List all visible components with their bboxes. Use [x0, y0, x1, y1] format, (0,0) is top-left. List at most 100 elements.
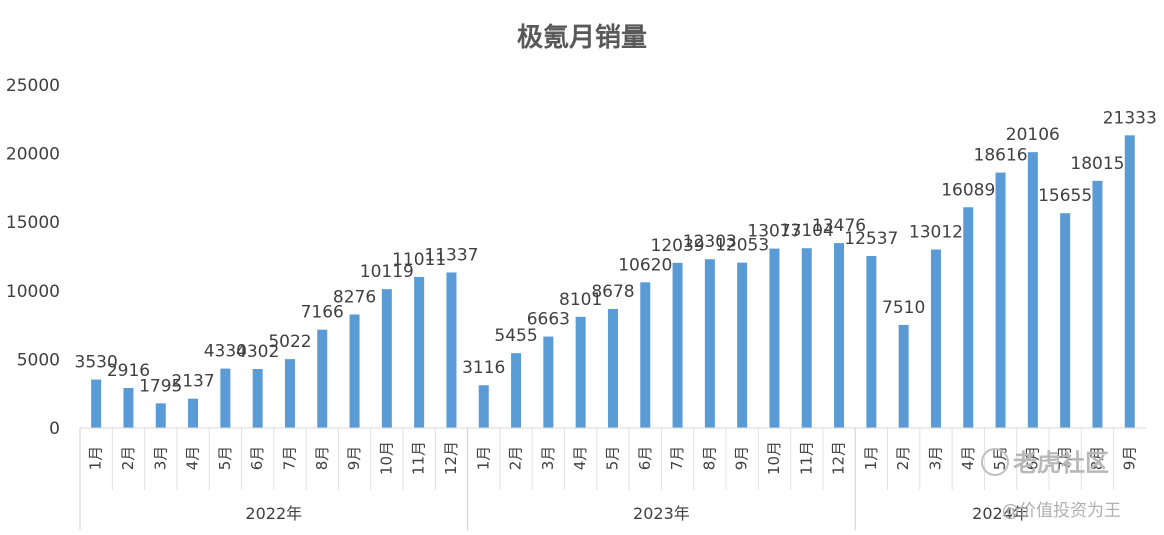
x-tick-label: 6月 — [636, 446, 654, 471]
y-tick-label: 15000 — [6, 213, 60, 233]
bar — [123, 387, 134, 428]
bar — [446, 272, 457, 428]
x-tick-label: 2月 — [507, 446, 525, 471]
bar — [478, 385, 489, 428]
x-tick-label: 4月 — [184, 446, 202, 471]
x-tick-label: 12月 — [830, 441, 848, 475]
x-tick-label: 6月 — [248, 446, 266, 471]
watermark-handle: @价值投资为王 — [1002, 501, 1121, 521]
bar — [737, 262, 748, 428]
x-tick-label: 2月 — [894, 446, 912, 471]
bar — [704, 259, 715, 428]
bars — [91, 135, 1135, 429]
x-tick-label: 9月 — [345, 446, 363, 471]
data-label: 13077 — [747, 222, 801, 242]
y-axis: 0 5000 10000 15000 20000 25000 — [6, 76, 60, 439]
data-label: 11011 — [392, 250, 446, 270]
bar — [995, 172, 1006, 428]
x-axis: 1月 2月 3月 4月 5月 6月 7月 8月 9月 10月 11月 12月 2022年 1月 2月 3月 4月… — [79, 427, 1146, 530]
x-tick-label: 12月 — [442, 441, 460, 475]
x-tick-label: 11月 — [797, 441, 815, 475]
data-label: 18616 — [974, 146, 1028, 166]
bar — [511, 353, 522, 428]
data-label: 4330 — [204, 342, 247, 362]
x-tick-label: 3月 — [151, 446, 169, 471]
data-label: 8678 — [591, 282, 634, 302]
bar — [1027, 152, 1038, 428]
year-label: 2023年 — [633, 504, 690, 523]
year-label: 2022年 — [245, 504, 302, 523]
x-tick-label: 7月 — [1056, 446, 1074, 471]
y-tick-label: 10000 — [6, 282, 60, 302]
bar — [1124, 135, 1135, 429]
data-label: 7166 — [301, 303, 344, 323]
data-label: 7510 — [882, 298, 925, 318]
data-label: 5455 — [494, 326, 537, 346]
data-label: 3530 — [75, 353, 118, 373]
bar — [575, 316, 586, 428]
bar — [963, 207, 974, 428]
x-tick-label: 9月 — [1120, 446, 1138, 471]
x-tick-label: 11月 — [410, 441, 428, 475]
x-tick-label: 3月 — [926, 446, 944, 471]
bar — [801, 248, 812, 428]
x-tick-label: 8月 — [700, 446, 718, 471]
bar — [769, 248, 780, 428]
data-label: 16089 — [941, 180, 995, 200]
bar — [898, 324, 909, 428]
data-label: 8276 — [333, 287, 376, 307]
x-tick-label: 5月 — [216, 446, 234, 471]
data-label: 10119 — [360, 262, 414, 282]
bar — [640, 282, 651, 428]
bar — [543, 336, 554, 428]
data-label: 13476 — [812, 216, 866, 236]
x-tick-label: 8月 — [313, 446, 331, 471]
year-label: 2024年 — [972, 504, 1029, 523]
y-tick-label: 0 — [49, 419, 60, 439]
data-label: 3116 — [462, 358, 505, 378]
data-label: 4302 — [236, 342, 279, 362]
data-label: 15655 — [1038, 186, 1092, 206]
x-tick-label: 7月 — [280, 446, 298, 471]
x-tick-label: 4月 — [571, 446, 589, 471]
data-label: 12537 — [844, 229, 898, 249]
x-tick-label: 10月 — [377, 441, 395, 475]
watermark: 老虎社区 @价值投资为王 — [981, 448, 1121, 521]
bar — [1092, 180, 1103, 428]
bar — [252, 368, 263, 428]
data-label: 2137 — [171, 372, 214, 392]
data-label: 13104 — [780, 221, 834, 241]
bar — [188, 398, 199, 428]
bar — [317, 329, 328, 428]
data-label: 13012 — [909, 222, 963, 242]
y-tick-label: 25000 — [6, 76, 60, 96]
data-label: 20106 — [1006, 125, 1060, 145]
chart-title: 极氪月销量 — [517, 22, 647, 53]
watermark-logo-text: 老虎社区 — [1013, 449, 1109, 477]
data-label: 10620 — [618, 255, 672, 275]
data-label: 12039 — [651, 236, 705, 256]
x-tick-label: 7月 — [668, 446, 686, 471]
bar — [155, 403, 166, 428]
x-tick-label: 8月 — [1088, 446, 1106, 471]
data-label: 12303 — [683, 232, 737, 252]
bar — [834, 243, 845, 428]
bar — [930, 249, 941, 428]
y-tick-label: 20000 — [6, 145, 60, 165]
data-label: 12053 — [715, 236, 769, 256]
data-label: 2916 — [107, 361, 150, 381]
data-label: 6663 — [527, 310, 570, 330]
bar — [349, 314, 360, 428]
bar — [607, 308, 618, 428]
x-tick-label: 10月 — [765, 441, 783, 475]
x-tick-label: 2月 — [119, 446, 137, 471]
bar — [672, 262, 683, 428]
bar — [414, 276, 425, 428]
bar — [866, 255, 877, 428]
data-label: 8101 — [559, 290, 602, 310]
x-tick-label: 1月 — [87, 446, 105, 471]
data-label: 18015 — [1070, 154, 1124, 174]
tiger-logo-icon — [981, 448, 1009, 476]
